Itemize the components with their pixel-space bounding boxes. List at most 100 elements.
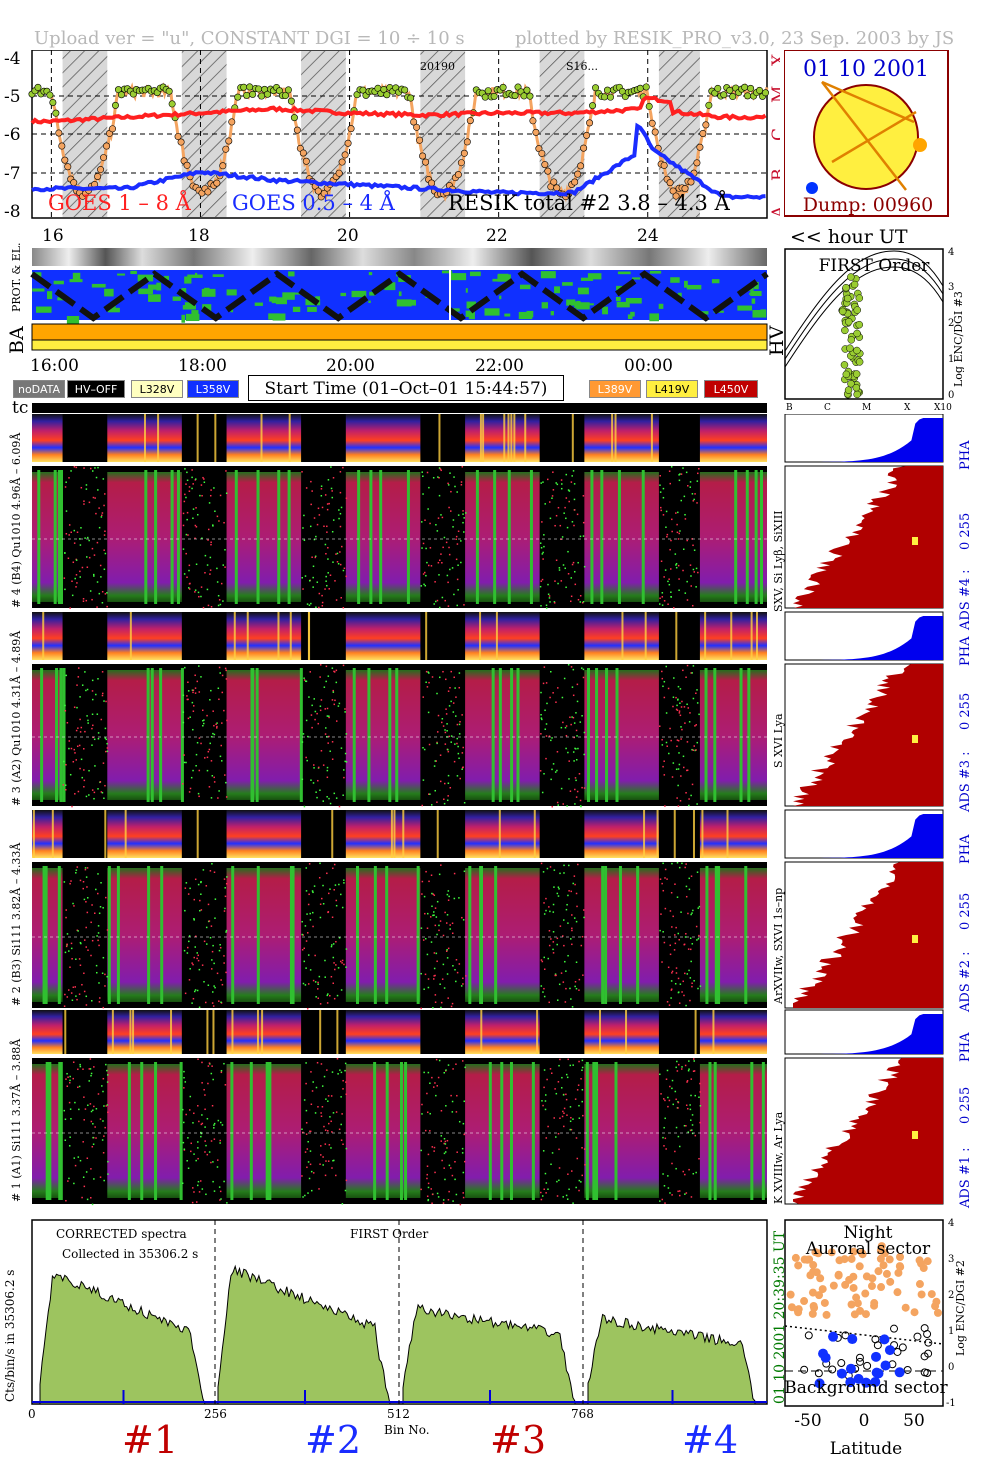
spectrogram-noise-dot [440, 1140, 442, 1142]
spectrogram-noise-dot [573, 760, 575, 762]
spectrogram-noise-dot [665, 510, 668, 513]
spectrogram-noise-dot [427, 1153, 430, 1156]
auroral-point [808, 1288, 817, 1297]
spectrogram-noise-dot [436, 741, 438, 744]
spectrogram-noise-dot [85, 689, 87, 692]
spectrogram-noise-dot [67, 1180, 69, 1182]
spectrogram-noise-dot [331, 699, 334, 701]
background-point [920, 1368, 929, 1377]
spectrogram-noise-dot [96, 935, 98, 937]
fo-xtick-x10: X10 [934, 403, 952, 413]
spectrogram-noise-dot [330, 1095, 333, 1097]
spectrogram-noise-dot [309, 969, 312, 971]
spectrogram-noise-dot [450, 1005, 453, 1008]
spectrogram-noise-dot [218, 790, 220, 792]
spectrogram-noise-dot [331, 758, 334, 760]
resik-point [407, 94, 415, 102]
spectrogram-noise-dot [203, 940, 206, 943]
spectrogram-noise-dot [205, 1144, 207, 1147]
spectrogram-noise-dot [427, 508, 429, 510]
spectrogram-noise-dot [688, 721, 691, 723]
spectrogram-noise-dot [302, 588, 304, 590]
spectrogram-noise-dot [184, 992, 187, 995]
auroral-point [927, 1290, 936, 1299]
spectrogram-noise-dot [670, 596, 672, 598]
spectrogram-noise-dot [343, 879, 345, 881]
spectrogram-noise-dot [91, 547, 94, 550]
spectrogram-noise-dot [689, 712, 691, 714]
spectrogram-noise-dot [420, 927, 423, 929]
spectrogram-noise-dot [667, 1187, 670, 1189]
spectrogram-noise-dot [187, 681, 189, 684]
spectrogram-noise-dot [96, 541, 99, 544]
spectrogram-noise-dot [194, 479, 197, 481]
spectrum-curves [32, 1264, 767, 1405]
resik-point [603, 86, 611, 94]
spectrogram-noise-dot [447, 750, 450, 753]
first-order-point [852, 370, 861, 378]
spectrogram-noise-dot [551, 1152, 554, 1154]
spectrogram-noise-dot [318, 514, 321, 516]
spectrogram-green-stripe [618, 866, 622, 1004]
spectrogram-noise-dot [684, 513, 686, 516]
spectrogram-noise-dot [442, 670, 444, 673]
pha-streak [233, 612, 236, 660]
spectrogram-noise-dot [64, 588, 66, 591]
spectrogram-noise-dot [84, 867, 87, 869]
pha-streak [507, 414, 510, 462]
resik-point [574, 170, 582, 178]
spectrogram-noise-dot [685, 471, 688, 474]
spectrogram-noise-dot [345, 1147, 348, 1150]
first-order-point [853, 390, 861, 399]
spectrogram-noise-dot [210, 968, 213, 970]
pha-streak [503, 414, 506, 462]
spectrogram-noise-dot [555, 701, 557, 703]
spectrogram-noise-dot [339, 563, 342, 566]
spectrogram-noise-dot [448, 1164, 451, 1167]
spectrogram-noise-dot [187, 534, 189, 536]
spectrogram-noise-dot [196, 989, 199, 992]
spectrogram-noise-dot [185, 761, 187, 764]
resik-point [234, 93, 242, 101]
spectrogram-green-stripe [615, 668, 619, 802]
spectrogram-noise-dot [311, 911, 314, 914]
spectrogram-noise-dot [443, 987, 446, 989]
spectrogram-noise-dot [217, 797, 219, 799]
spectrogram-noise-dot [326, 872, 328, 875]
spectrogram-noise-dot [573, 722, 576, 724]
spectrogram-noise-dot [303, 679, 306, 681]
spectrogram-noise-dot [345, 1093, 347, 1096]
spectrogram-noise-dot [95, 1108, 98, 1110]
hour-22: 22 [486, 226, 508, 246]
background-point [920, 1352, 929, 1361]
spectrogram-noise-dot [306, 932, 309, 934]
spectrogram-noise-dot [434, 907, 437, 909]
spectrogram-noise-dot [539, 770, 542, 772]
spectrogram-noise-dot [679, 473, 681, 475]
spectrogram-noise-dot [221, 983, 224, 986]
spectrogram-green-stripe [256, 866, 260, 1004]
spectrogram-noise-dot [440, 1006, 442, 1009]
spectrogram-noise-dot [218, 599, 221, 601]
spectrogram-noise-dot [421, 893, 423, 895]
electron-patch [163, 275, 170, 280]
spectrogram-noise-dot [90, 1197, 92, 1199]
spectrogram-noise-dot [91, 727, 93, 730]
spectrogram-noise-dot [301, 471, 303, 473]
spectrogram-noise-dot [329, 750, 331, 753]
electron-patch [202, 304, 212, 312]
spectrogram-noise-dot [555, 514, 558, 517]
spectrogram-noise-dot [83, 1119, 85, 1121]
spectrogram-green-stripe [37, 470, 41, 604]
spectrogram-noise-dot [325, 1098, 327, 1100]
spectrogram-noise-dot [65, 763, 67, 766]
spectrogram-noise-dot [427, 978, 430, 980]
spectrogram-noise-dot [456, 775, 459, 777]
spectrogram-noise-dot [570, 1128, 573, 1131]
spectrogram-green-stripe [367, 668, 371, 802]
spectrogram-noise-dot [325, 1160, 327, 1162]
spectrogram-noise-dot [77, 1086, 79, 1089]
spectrogram-noise-dot [574, 788, 576, 791]
spectrogram-noise-dot [430, 804, 433, 806]
spectrogram-noise-dot [338, 509, 340, 511]
